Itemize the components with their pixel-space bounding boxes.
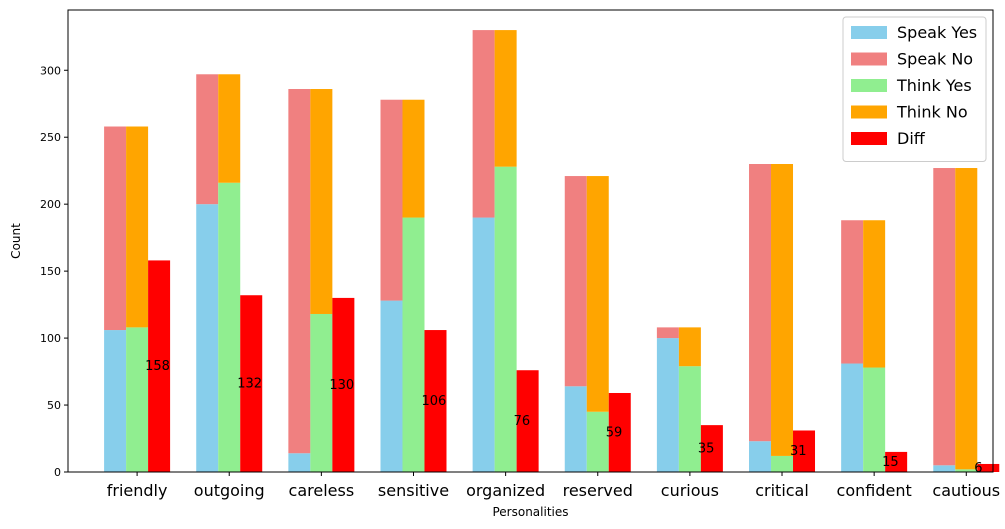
legend-entry-label: Diff xyxy=(897,129,926,148)
diff-data-label: 132 xyxy=(237,377,262,392)
diff-data-label: 130 xyxy=(329,378,354,393)
bar-speak-yes-organized xyxy=(472,217,495,472)
bar-think-yes-sensitive xyxy=(402,217,425,472)
bar-speak-yes-cautious xyxy=(933,465,956,472)
bar-think-no-careless xyxy=(310,89,333,314)
bar-speak-yes-sensitive xyxy=(380,300,403,472)
bar-speak-no-friendly xyxy=(104,126,127,331)
diff-data-label: 31 xyxy=(790,444,807,459)
bar-diff-curious xyxy=(700,425,723,472)
legend-swatch-diff xyxy=(851,132,887,145)
bar-speak-no-careless xyxy=(288,89,311,454)
legend-swatch-think-yes xyxy=(851,79,887,92)
x-tick-label-organized: organized xyxy=(466,481,545,500)
x-tick-label-confident: confident xyxy=(837,481,912,500)
bar-speak-yes-reserved xyxy=(564,386,587,472)
legend-entry-label: Speak No xyxy=(897,50,973,69)
legend-entry-label: Think Yes xyxy=(896,76,972,95)
bar-speak-yes-outgoing xyxy=(196,204,219,472)
bar-think-yes-friendly xyxy=(126,327,149,472)
legend-swatch-think-no xyxy=(851,105,887,119)
bar-think-no-friendly xyxy=(126,126,149,328)
legend-entry-label: Think No xyxy=(896,103,968,122)
diff-data-label: 76 xyxy=(514,414,531,429)
x-tick-label-curious: curious xyxy=(661,481,719,500)
y-tick-label: 0 xyxy=(54,466,61,479)
bar-think-yes-cautious xyxy=(955,469,978,472)
bar-think-yes-reserved xyxy=(586,411,609,472)
x-axis-label: Personalities xyxy=(492,505,568,519)
y-axis-label: Count xyxy=(9,223,23,259)
legend-swatch-speak-yes xyxy=(851,26,887,39)
diff-data-label: 158 xyxy=(145,359,170,374)
x-axis: friendly outgoing careless sensitive organiz… xyxy=(107,472,1000,500)
diff-data-label: 59 xyxy=(606,425,623,440)
bar-think-yes-outgoing xyxy=(218,182,241,472)
bar-diff-confident xyxy=(885,451,908,472)
y-tick-label: 250 xyxy=(40,131,61,144)
legend-swatch-speak-no xyxy=(851,52,887,66)
diff-data-label: 15 xyxy=(882,455,899,470)
bar-diff-reserved xyxy=(608,392,631,472)
bar-diff-sensitive xyxy=(424,330,447,472)
bar-think-yes-organized xyxy=(494,166,517,472)
bar-speak-no-reserved xyxy=(564,176,587,387)
bar-think-no-curious xyxy=(678,327,701,367)
bar-diff-outgoing xyxy=(240,295,263,472)
bar-diff-cautious xyxy=(977,463,1000,472)
diff-data-label: 106 xyxy=(421,394,446,409)
y-tick-label: 300 xyxy=(40,64,61,77)
bar-speak-no-sensitive xyxy=(380,99,403,301)
bar-diff-critical xyxy=(793,430,816,472)
x-tick-label-sensitive: sensitive xyxy=(378,481,449,500)
bar-speak-no-organized xyxy=(472,30,495,218)
bar-think-no-sensitive xyxy=(402,99,425,218)
x-tick-label-critical: critical xyxy=(755,481,809,500)
data-labels-layer: 158 132 130 106 76 59 35 31 15 6 xyxy=(145,359,982,476)
y-tick-label: 50 xyxy=(47,399,61,412)
bar-diff-careless xyxy=(332,297,355,472)
diff-data-label: 35 xyxy=(698,442,715,457)
bar-speak-yes-friendly xyxy=(104,330,127,472)
bar-speak-yes-confident xyxy=(841,363,864,472)
bar-think-no-organized xyxy=(494,30,517,167)
y-tick-label: 100 xyxy=(40,332,61,345)
legend: Speak Yes Speak No Think Yes Think No Diff xyxy=(842,16,987,162)
x-tick-label-reserved: reserved xyxy=(563,481,633,500)
bar-think-yes-curious xyxy=(678,366,701,472)
bar-think-yes-critical xyxy=(771,455,794,472)
bar-speak-no-critical xyxy=(749,164,772,442)
bar-diff-organized xyxy=(516,370,539,472)
bar-think-no-critical xyxy=(771,164,794,456)
bar-speak-no-confident xyxy=(841,220,864,364)
bar-speak-yes-critical xyxy=(749,441,772,472)
bar-speak-yes-careless xyxy=(288,453,311,472)
bar-diff-friendly xyxy=(148,260,171,472)
x-tick-label-cautious: cautious xyxy=(932,481,1000,500)
diff-data-label: 6 xyxy=(974,461,982,476)
bar-think-yes-confident xyxy=(863,367,886,472)
bar-think-no-cautious xyxy=(955,168,978,470)
bar-speak-yes-curious xyxy=(656,338,679,472)
legend-entry-label: Speak Yes xyxy=(897,23,977,42)
bars-layer xyxy=(104,30,1000,472)
bar-speak-no-outgoing xyxy=(196,74,219,205)
bar-think-yes-careless xyxy=(310,313,333,472)
bar-speak-no-cautious xyxy=(933,168,956,466)
x-tick-label-friendly: friendly xyxy=(107,481,168,500)
y-axis: 0 50 100 150 200 250 300 xyxy=(40,64,68,479)
bar-think-no-confident xyxy=(863,220,886,368)
plot-area-frame xyxy=(67,9,994,473)
x-tick-label-outgoing: outgoing xyxy=(194,481,265,500)
bar-speak-no-curious xyxy=(656,327,679,339)
y-tick-label: 200 xyxy=(40,198,61,211)
y-tick-label: 150 xyxy=(40,265,61,278)
x-tick-label-careless: careless xyxy=(289,481,355,500)
bar-think-no-outgoing xyxy=(218,74,241,183)
bar-think-no-reserved xyxy=(586,176,609,412)
